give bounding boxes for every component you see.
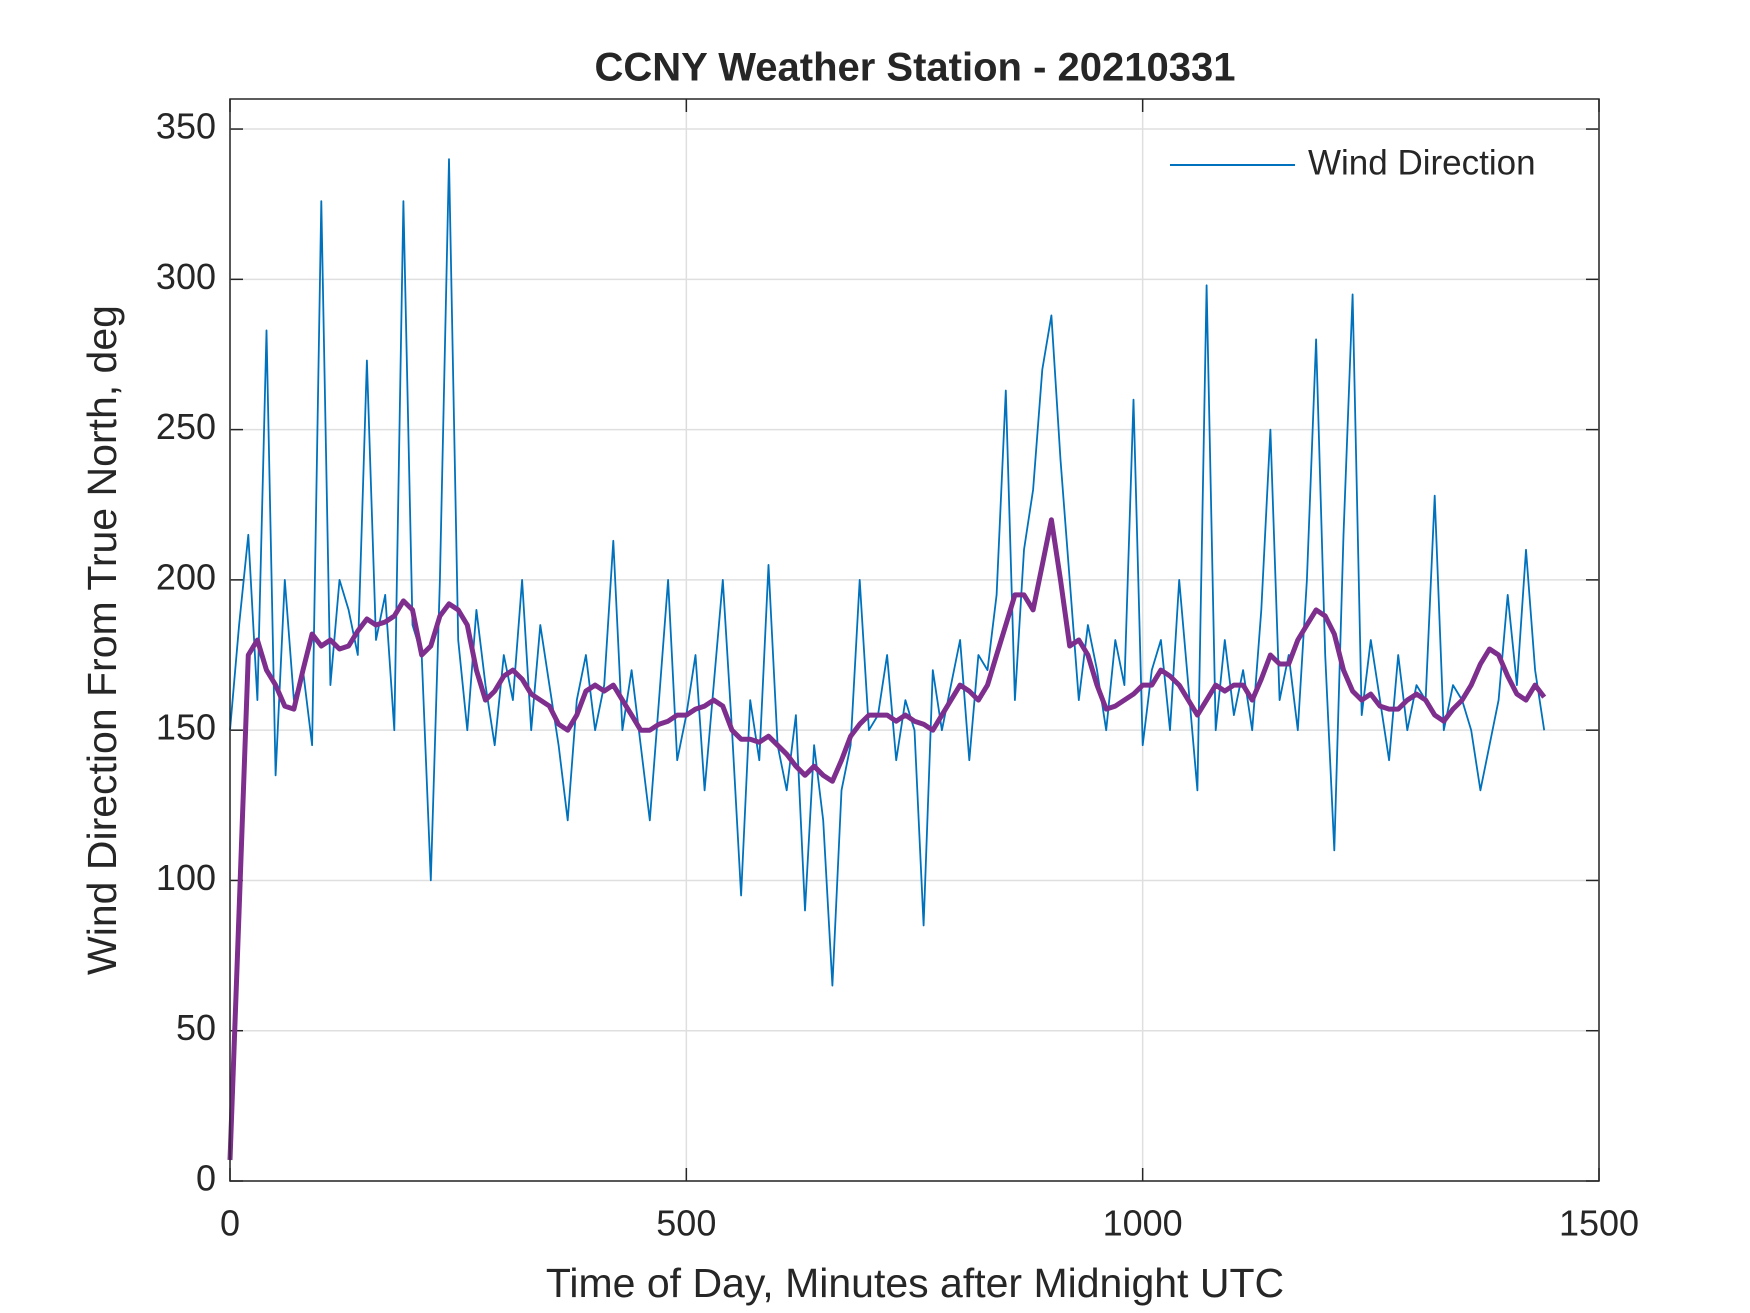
x-axis-label: Time of Day, Minutes after Midnight UTC — [546, 1260, 1284, 1306]
y-tick-label: 100 — [156, 857, 216, 898]
chart-title: CCNY Weather Station - 20210331 — [595, 46, 1236, 90]
x-tick-label: 1000 — [1103, 1203, 1183, 1244]
y-axis-label: Wind Direction From True North, deg — [79, 305, 125, 975]
data-line — [227, 517, 1547, 1161]
y-tick-label: 0 — [196, 1158, 216, 1199]
axes-box — [229, 98, 1600, 1182]
legend-label: Wind Direction — [1308, 143, 1536, 182]
y-tick-label: 50 — [176, 1007, 216, 1048]
y-tick-label: 250 — [156, 406, 216, 447]
x-tick-label: 0 — [220, 1203, 240, 1244]
y-tick-label: 150 — [156, 707, 216, 748]
plot-area — [230, 99, 1599, 1181]
data-line — [229, 158, 1546, 987]
x-tick-label: 1500 — [1559, 1203, 1639, 1244]
y-tick-label: 200 — [156, 556, 216, 597]
x-tick-label: 500 — [656, 1203, 716, 1244]
y-tick-label: 300 — [156, 256, 216, 297]
y-tick-label: 350 — [156, 106, 216, 147]
